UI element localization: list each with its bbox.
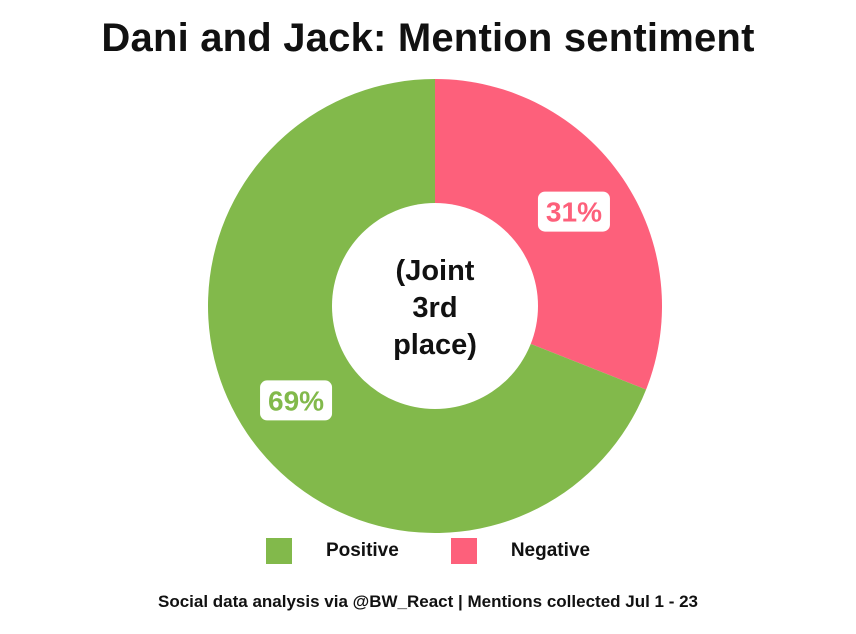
legend-label-negative: Negative (510, 540, 591, 561)
legend-swatch-positive (265, 538, 292, 564)
legend-item-negative[interactable]: Negative (450, 538, 591, 564)
data-label-positive: 69% (268, 385, 324, 416)
legend: Positive Negative (0, 538, 856, 564)
donut-hole (332, 203, 538, 409)
data-label-badge-negative (537, 191, 610, 232)
legend-item-positive[interactable]: Positive (265, 538, 399, 564)
chart-title: Dani and Jack: Mention sentiment (101, 16, 755, 60)
center-label-line-2: 3rd (412, 292, 457, 324)
center-label-line-3: place) (393, 329, 477, 361)
legend-label-positive: Positive (325, 540, 399, 561)
center-label-line-1: (Joint (396, 255, 475, 287)
data-label-badge-positive (260, 380, 333, 421)
legend-swatch-negative (450, 538, 477, 564)
data-label-negative: 31% (546, 197, 602, 228)
source-footer: Social data analysis via @BW_React | Men… (157, 592, 699, 611)
